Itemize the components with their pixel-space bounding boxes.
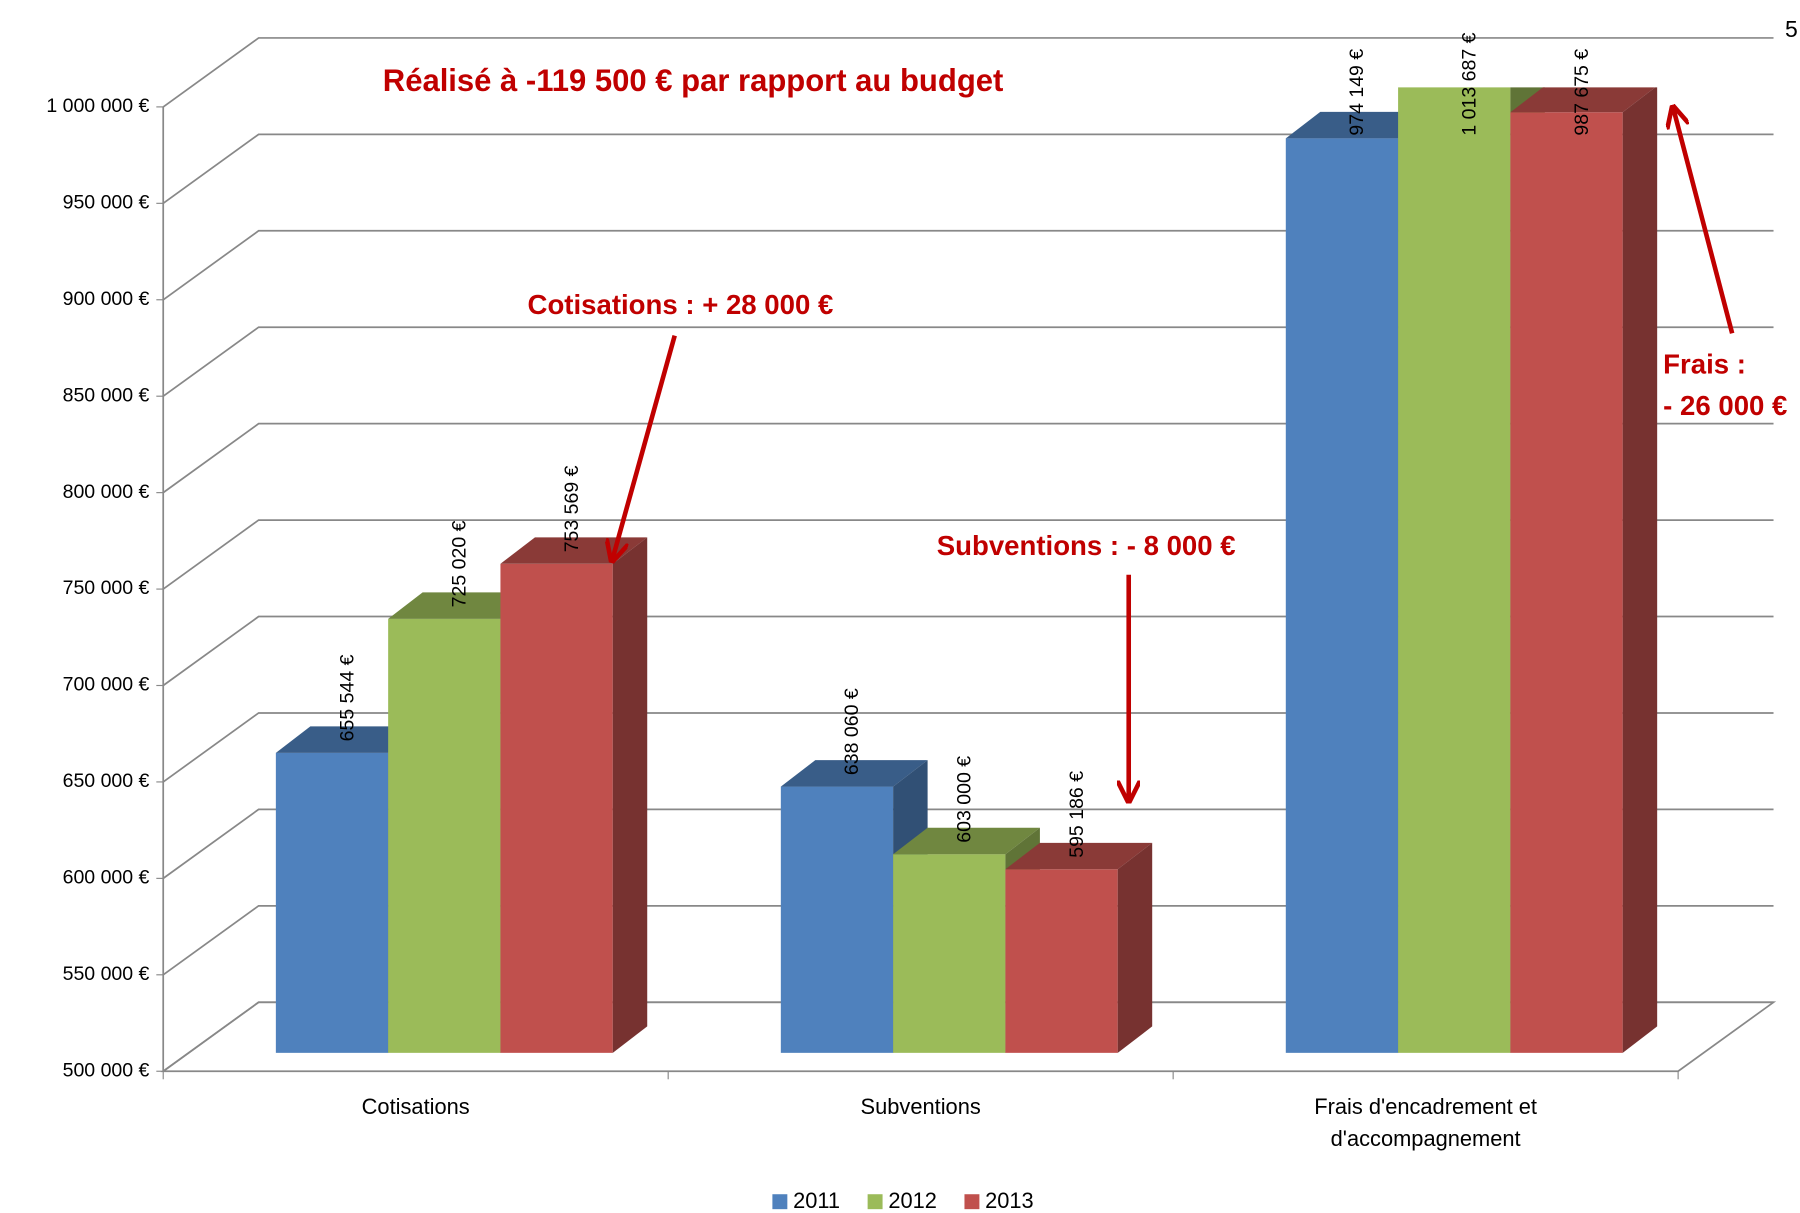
data-label: 725 020 €: [449, 520, 471, 607]
y-tick-label: 800 000 €: [63, 481, 150, 503]
bar-top: [1510, 87, 1656, 113]
grid-line: [162, 37, 1774, 108]
y-tick-label: 650 000 €: [63, 770, 150, 792]
grid-line: [162, 904, 1774, 976]
x-tick-label-box: Subventions: [860, 1095, 981, 1120]
y-tick-label: 950 000 €: [63, 191, 150, 213]
data-label: 655 544 €: [336, 654, 358, 741]
bar-top: [893, 827, 1040, 855]
bar-front: [275, 752, 389, 1053]
y-tick-label: 1 000 000 €: [46, 95, 149, 117]
bars: [275, 87, 1658, 1053]
grid-line: [162, 1001, 1774, 1072]
bar-top: [1005, 842, 1153, 870]
annotation: - 26 000 €: [1663, 390, 1787, 421]
bar-side: [1622, 87, 1658, 1053]
y-tick-label: 550 000 €: [63, 963, 150, 985]
title-annotation: Réalisé à -119 500 € par rapport au budg…: [383, 63, 1004, 98]
grid-line: [162, 712, 1774, 783]
bar-front: [1285, 138, 1399, 1053]
legend-swatch: [964, 1194, 980, 1210]
bar-front: [388, 618, 501, 1053]
data-label: 1 013 687 €: [1458, 32, 1480, 135]
x-tick-label-box: Frais d'encadrement et d'accompagnement: [1314, 1095, 1537, 1152]
grid-line: [162, 133, 1774, 205]
legend-label: 2011: [793, 1188, 840, 1213]
bar: [1510, 87, 1658, 1053]
grid-line: [162, 229, 1774, 301]
annotation: Frais :: [1663, 349, 1746, 380]
grid-line: [162, 519, 1774, 590]
grid: [156, 37, 1777, 1080]
annotation: 5: [1785, 16, 1798, 42]
legend-swatch: [772, 1194, 788, 1210]
bar-front: [500, 563, 613, 1053]
bar-front: [1398, 87, 1511, 1053]
grid-line: [162, 326, 1774, 397]
x-tick-label-box: Cotisations: [361, 1095, 470, 1120]
y-tick-label: 700 000 €: [63, 674, 150, 696]
y-tick-label: 500 000 €: [63, 1059, 150, 1081]
grid-line: [162, 615, 1774, 687]
bar-top: [275, 726, 423, 753]
legend-label: 2012: [888, 1188, 937, 1213]
y-tick-label: 850 000 €: [63, 384, 150, 406]
grid-line: [162, 808, 1774, 880]
x-tick-label: Cotisations: [361, 1095, 470, 1120]
data-label: 753 569 €: [561, 465, 583, 552]
bar-top: [388, 592, 535, 619]
bar-side: [1117, 842, 1153, 1053]
bar-top: [1285, 111, 1433, 139]
data-label: 595 186 €: [1066, 771, 1088, 858]
bar-front: [780, 786, 894, 1053]
bar-front: [893, 854, 1006, 1053]
data-label: 987 675 €: [1571, 49, 1593, 136]
bar-side: [612, 537, 648, 1053]
grid-line: [162, 422, 1774, 494]
x-tick-label: Subventions: [860, 1095, 981, 1120]
legend-label: 2013: [985, 1188, 1034, 1213]
annotation: Subventions : - 8 000 €: [937, 530, 1236, 561]
arrow: [1674, 109, 1735, 334]
data-label: 974 149 €: [1346, 49, 1368, 136]
plot: 500 000 € 550 000 € 600 000 € 650 000 € 700 …: [46, 16, 1797, 1213]
bar: [1005, 842, 1153, 1053]
bar-front: [1005, 869, 1118, 1053]
legend-swatch: [867, 1194, 883, 1210]
arrow: [613, 335, 677, 559]
data-label: 638 060 €: [841, 688, 863, 775]
annotation: Cotisations : + 28 000 €: [528, 289, 834, 320]
bar-front: [1510, 112, 1623, 1053]
y-tick-label: 900 000 €: [63, 288, 150, 310]
data-label: 603 000 €: [954, 756, 976, 843]
labels: 500 000 € 550 000 € 600 000 € 650 000 € 700 …: [46, 32, 1592, 1213]
y-tick-label: 600 000 €: [63, 867, 150, 889]
bar: [500, 537, 648, 1053]
bar-top: [780, 760, 928, 787]
x-tick-label: Frais d'encadrement et d'accompagnement: [1314, 1095, 1537, 1152]
y-tick-label: 750 000 €: [63, 577, 150, 599]
